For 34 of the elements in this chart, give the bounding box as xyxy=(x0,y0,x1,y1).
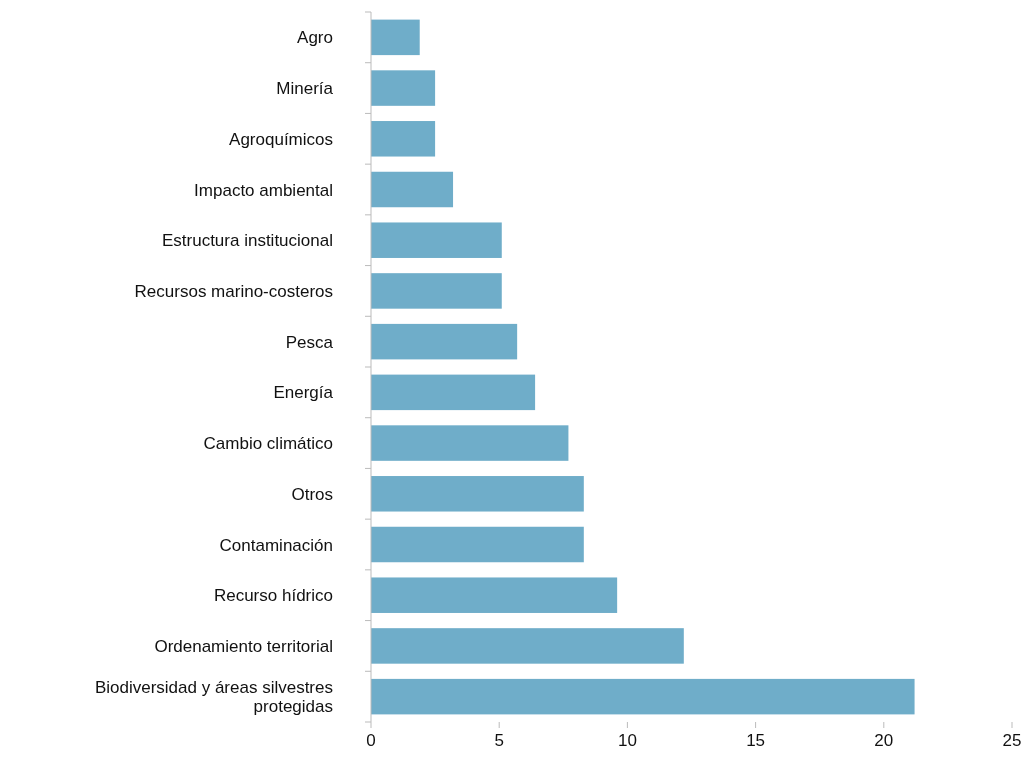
x-tick-label: 20 xyxy=(874,731,894,750)
bar xyxy=(371,374,536,411)
y-tick-label: Recursos marino-costeros xyxy=(134,281,333,301)
y-tick-label: Agro xyxy=(297,27,333,47)
x-tick-label: 5 xyxy=(494,731,504,750)
bar xyxy=(371,678,915,715)
bar xyxy=(371,171,454,208)
bar xyxy=(371,222,502,258)
y-tick-label: Minería xyxy=(276,78,334,98)
y-tick-label: Ordenamiento territorial xyxy=(154,636,333,656)
bar xyxy=(371,70,436,106)
y-tick-label: Energía xyxy=(273,382,334,402)
bar xyxy=(371,526,584,563)
bar xyxy=(371,19,420,56)
bar xyxy=(371,121,436,157)
y-tick-label: Agroquímicos xyxy=(229,129,333,149)
bar xyxy=(371,577,618,613)
bar xyxy=(371,273,502,309)
bar xyxy=(371,628,684,664)
y-tick-label: Otros xyxy=(291,484,333,504)
x-tick-label: 25 xyxy=(1002,731,1022,750)
bar xyxy=(371,323,518,360)
y-tick-label: Estructura institucional xyxy=(161,230,333,250)
x-tick-label: 10 xyxy=(617,731,637,750)
bar xyxy=(371,476,584,512)
y-tick-label: Contaminación xyxy=(219,535,333,554)
y-tick-label: Recurso hídrico xyxy=(213,585,333,605)
x-tick-label: 15 xyxy=(746,731,766,750)
bar xyxy=(371,425,569,461)
y-tick-label: Biodiversidad y áreas silvestres protegidas xyxy=(94,677,333,716)
x-tick-label: 0 xyxy=(366,731,376,750)
y-tick-label: Pesca xyxy=(285,332,334,352)
y-tick-label: Cambio climático xyxy=(203,433,333,453)
y-tick-label: Impacto ambiental xyxy=(194,180,333,199)
